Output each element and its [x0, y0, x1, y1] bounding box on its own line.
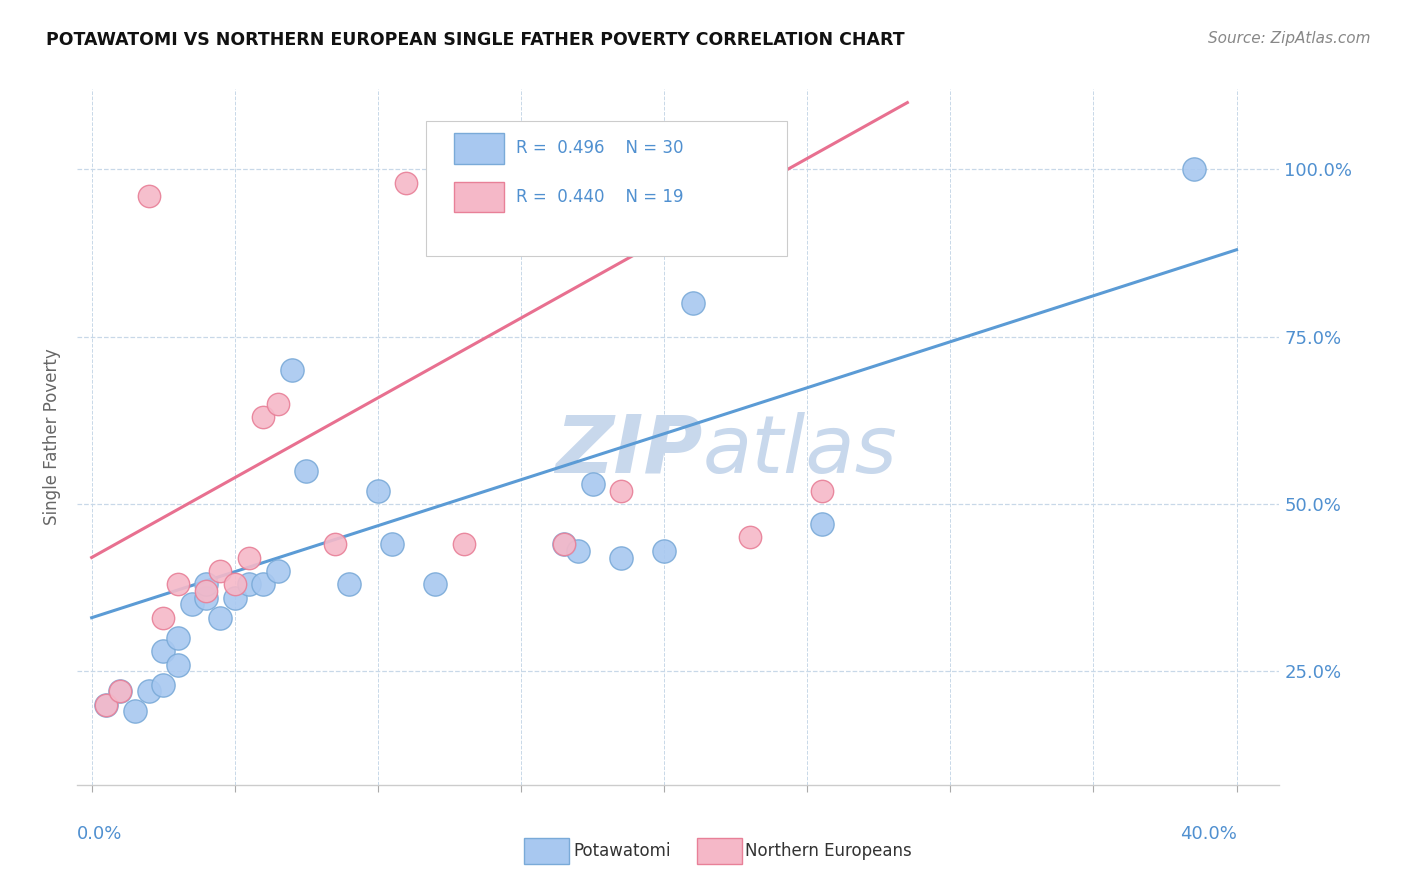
Text: R =  0.496    N = 30: R = 0.496 N = 30 [516, 139, 683, 157]
Point [610, 483, 633, 498]
Point [754, 176, 776, 190]
Point [682, 296, 704, 310]
Point [295, 464, 318, 478]
Point [124, 705, 146, 719]
Point [267, 564, 290, 578]
Point [337, 577, 360, 591]
Text: atlas: atlas [703, 412, 897, 490]
Point [152, 610, 174, 624]
Point [152, 678, 174, 692]
Point [224, 577, 246, 591]
Text: Source: ZipAtlas.com: Source: ZipAtlas.com [1208, 31, 1371, 46]
Point [209, 564, 232, 578]
Point [810, 517, 832, 532]
Text: ZIP: ZIP [555, 412, 703, 490]
Point [180, 598, 202, 612]
Text: 0.0%: 0.0% [77, 825, 122, 843]
Text: R =  0.440    N = 19: R = 0.440 N = 19 [516, 188, 683, 206]
Point [110, 684, 132, 698]
Point [395, 176, 418, 190]
Point [252, 410, 274, 425]
Point [453, 537, 475, 551]
Text: Potawatomi: Potawatomi [574, 842, 671, 860]
Point [267, 396, 290, 410]
Point [138, 189, 160, 203]
Point [381, 537, 404, 551]
Text: Northern Europeans: Northern Europeans [745, 842, 912, 860]
Point [553, 537, 575, 551]
Point [209, 610, 232, 624]
Point [1182, 162, 1205, 177]
Point [581, 476, 603, 491]
Point [94, 698, 117, 712]
Point [610, 550, 633, 565]
Point [323, 537, 346, 551]
Point [238, 550, 260, 565]
Point [252, 577, 274, 591]
FancyBboxPatch shape [454, 182, 505, 212]
Point [238, 577, 260, 591]
Point [166, 657, 188, 672]
Point [195, 583, 218, 598]
Point [281, 363, 304, 377]
Point [166, 631, 188, 645]
Point [367, 483, 389, 498]
Point [138, 684, 160, 698]
Text: 40.0%: 40.0% [1180, 825, 1236, 843]
Point [652, 543, 675, 558]
Point [152, 644, 174, 658]
Point [423, 577, 446, 591]
Point [195, 591, 218, 605]
Point [738, 530, 761, 544]
Point [224, 591, 246, 605]
FancyBboxPatch shape [454, 133, 505, 163]
Y-axis label: Single Father Poverty: Single Father Poverty [44, 349, 62, 525]
Point [553, 537, 575, 551]
Point [166, 577, 188, 591]
FancyBboxPatch shape [426, 120, 786, 256]
Point [810, 483, 832, 498]
Point [94, 698, 117, 712]
Text: POTAWATOMI VS NORTHERN EUROPEAN SINGLE FATHER POVERTY CORRELATION CHART: POTAWATOMI VS NORTHERN EUROPEAN SINGLE F… [46, 31, 905, 49]
Point [195, 577, 218, 591]
Point [110, 684, 132, 698]
Point [567, 543, 589, 558]
